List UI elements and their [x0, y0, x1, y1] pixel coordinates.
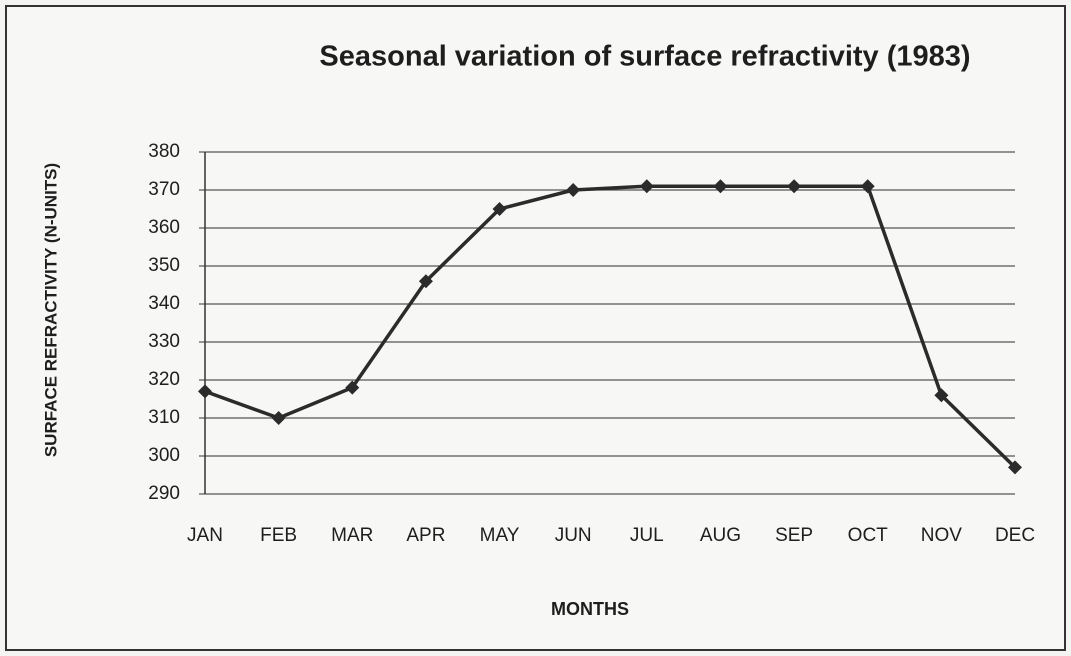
y-tick-label: 370 — [148, 179, 180, 200]
y-tick-label: 330 — [148, 331, 180, 352]
data-marker — [860, 179, 875, 194]
y-tick-label: 340 — [148, 293, 180, 314]
x-tick-label: OCT — [848, 525, 889, 546]
data-marker — [787, 179, 802, 194]
y-tick-label: 350 — [148, 255, 180, 276]
data-marker — [934, 388, 949, 403]
data-marker — [713, 179, 728, 194]
x-axis-label: MONTHS — [551, 599, 629, 619]
chart-title: Seasonal variation of surface refractivi… — [319, 41, 970, 73]
data-marker — [418, 274, 433, 289]
chart-frame — [5, 5, 1066, 651]
data-line — [204, 184, 1017, 469]
y-axis-label: SURFACE REFRACTIVITY (N-UNITS) — [41, 163, 60, 457]
x-tick-label: JUN — [555, 525, 592, 546]
x-tick-label: MAY — [480, 525, 520, 546]
x-tick-label: DEC — [995, 525, 1035, 546]
data-marker — [1008, 460, 1022, 475]
data-marker — [639, 179, 654, 194]
x-tick-label: MAR — [331, 525, 373, 546]
data-marker — [492, 202, 507, 216]
x-tick-label: AUG — [700, 525, 741, 546]
y-tick-label: 300 — [148, 445, 180, 466]
x-tick-label: NOV — [921, 525, 963, 546]
y-tick-label: 380 — [148, 141, 180, 162]
y-tick-label: 320 — [148, 369, 180, 390]
y-tick-label: 290 — [148, 483, 180, 504]
data-marker — [198, 384, 212, 399]
data-marker — [271, 411, 286, 425]
x-tick-label: SEP — [775, 525, 813, 546]
data-marker — [345, 380, 360, 395]
x-tick-label: JAN — [187, 525, 223, 546]
x-tick-label: APR — [406, 525, 445, 546]
data-marker — [566, 183, 581, 197]
x-tick-label: FEB — [260, 525, 297, 546]
x-tick-label: JUL — [630, 525, 664, 546]
y-tick-label: 310 — [148, 407, 180, 428]
y-tick-label: 360 — [148, 217, 180, 238]
